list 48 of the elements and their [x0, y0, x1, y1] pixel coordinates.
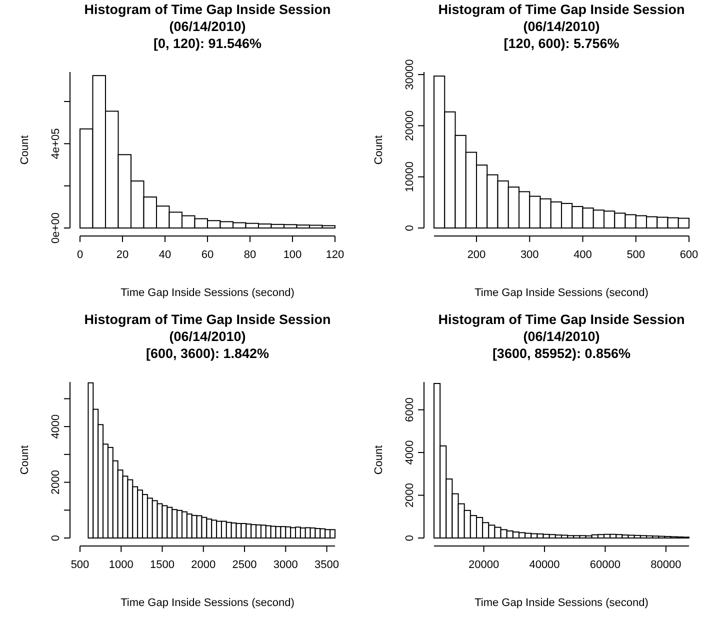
y-tick-label: 0e+00 — [50, 212, 62, 244]
x-tick-label: 40000 — [529, 559, 560, 571]
y-tick-label: 2000 — [404, 483, 416, 508]
x-axis-title: Time Gap Inside Sessions (second) — [474, 287, 648, 299]
x-tick-label: 3000 — [273, 559, 298, 571]
y-tick-label: 20000 — [404, 110, 416, 141]
x-tick-label: 120 — [326, 249, 344, 261]
x-tick-label: 0 — [76, 249, 84, 261]
y-axis-title: Count — [373, 135, 385, 165]
x-axis-title: Time Gap Inside Sessions (second) — [120, 287, 294, 299]
x-tick-label: 20000 — [468, 559, 500, 571]
x-axis-title: Time Gap Inside Sessions (second) — [120, 597, 294, 609]
y-tick-label: 0 — [50, 534, 62, 542]
y-tick-label: 4e+05 — [50, 128, 62, 160]
x-axis-title: Time Gap Inside Sessions (second) — [474, 597, 648, 609]
y-tick-label: 0 — [404, 224, 416, 232]
y-tick-label: 10000 — [404, 162, 416, 192]
x-tick-label: 60000 — [590, 559, 621, 571]
y-tick-label: 2000 — [50, 470, 62, 495]
x-tick-label: 200 — [467, 249, 486, 261]
x-tick-label: 60 — [201, 249, 214, 261]
x-tick-label: 1000 — [108, 559, 134, 571]
x-tick-label: 80000 — [650, 559, 682, 571]
y-tick-label: 0 — [404, 534, 416, 542]
y-tick-label: 30000 — [404, 59, 416, 90]
chart-title: Histogram of Time Gap Inside Session (06/14/2010) [0, 120): 91.546% — [84, 2, 331, 51]
y-axis-title: Count — [373, 445, 385, 475]
y-tick-label: 6000 — [404, 398, 416, 422]
x-tick-label: 2000 — [191, 559, 216, 571]
x-tick-label: 20 — [116, 249, 129, 261]
x-tick-label: 80 — [244, 249, 256, 261]
x-tick-label: 1500 — [150, 559, 174, 571]
x-tick-label: 400 — [574, 249, 592, 261]
chart-title: Histogram of Time Gap Inside Session (06/14/2010) [600, 3600): 1.842% — [84, 312, 331, 361]
x-tick-label: 500 — [626, 249, 646, 261]
x-tick-label: 40 — [158, 249, 172, 261]
x-tick-label: 2500 — [232, 559, 257, 571]
x-tick-label: 500 — [70, 559, 90, 571]
chart-title: Histogram of Time Gap Inside Session (06/14/2010) [120, 600): 5.756% — [438, 2, 685, 51]
x-tick-label: 3500 — [314, 559, 340, 571]
y-tick-label: 4000 — [404, 440, 416, 465]
x-tick-label: 300 — [520, 249, 539, 261]
y-axis-title: Count — [19, 445, 31, 475]
chart-title: Histogram of Time Gap Inside Session (06/14/2010) [3600, 85952): 0.856% — [438, 312, 685, 361]
y-axis-title: Count — [19, 135, 31, 165]
x-tick-label: 100 — [283, 249, 302, 261]
x-tick-label: 600 — [680, 249, 698, 261]
y-tick-label: 4000 — [50, 414, 62, 439]
